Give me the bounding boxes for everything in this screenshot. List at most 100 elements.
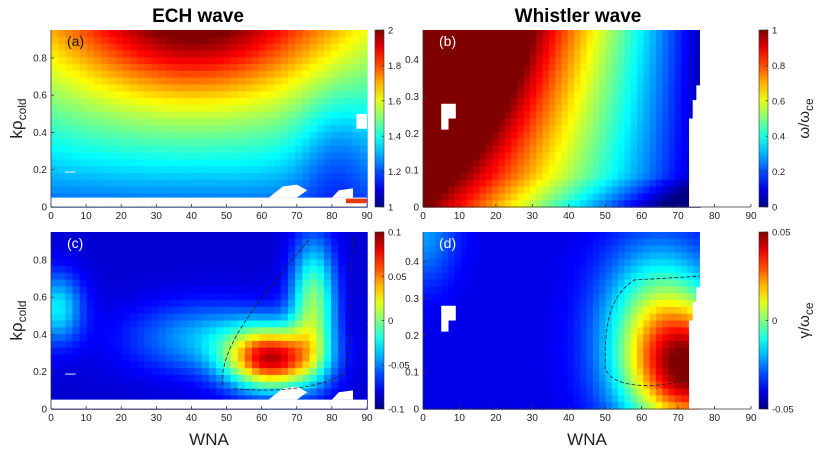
heatmap-cell <box>180 252 189 260</box>
heatmap-cell <box>504 340 512 349</box>
heatmap-cell <box>662 70 670 79</box>
heatmap-cell <box>122 293 131 301</box>
heatmap-cell <box>536 77 544 86</box>
heatmap-cell <box>280 232 289 240</box>
heatmap-cell <box>316 98 325 106</box>
heatmap-cell <box>574 272 582 281</box>
heatmap-cell <box>237 64 246 72</box>
heatmap-cell <box>209 91 217 99</box>
heatmap-cell <box>194 306 203 315</box>
heatmap-cell <box>479 159 487 167</box>
heatmap-cell <box>237 238 246 247</box>
heatmap-cell <box>151 232 160 240</box>
heatmap-cell <box>72 57 81 65</box>
heatmap-cell <box>630 272 638 281</box>
heatmap-cell <box>187 306 196 315</box>
heatmap-cell <box>173 320 181 329</box>
colorbar-tick-label: 0.05 <box>388 272 407 283</box>
heatmap-cell <box>338 125 347 133</box>
heatmap-cell <box>259 381 268 390</box>
heatmap-cell <box>259 238 268 247</box>
heatmap-cell <box>523 70 531 79</box>
heatmap-cell <box>230 36 239 45</box>
heatmap-cell <box>624 340 632 349</box>
heatmap-cell <box>201 368 210 376</box>
heatmap-cell <box>511 43 519 52</box>
heatmap-cell <box>359 259 368 267</box>
heatmap-cell <box>574 125 582 133</box>
heatmap-cell <box>662 313 670 322</box>
heatmap-cell <box>94 293 102 301</box>
heatmap-cell <box>244 327 253 335</box>
heatmap-cell <box>511 193 519 201</box>
heatmap-cell <box>637 84 645 92</box>
heatmap-cell <box>498 64 506 72</box>
heatmap-cell <box>108 98 117 106</box>
heatmap-cell <box>693 252 701 260</box>
heatmap-cell <box>624 374 632 383</box>
heatmap-cell <box>266 334 275 342</box>
heatmap-cell <box>323 252 332 260</box>
heatmap-cell <box>94 259 102 267</box>
heatmap-cell <box>94 334 102 342</box>
heatmap-cell <box>504 43 512 52</box>
heatmap-cell <box>58 172 67 181</box>
heatmap-cell <box>223 172 232 181</box>
heatmap-cell <box>323 118 332 127</box>
heatmap-cell <box>273 111 282 120</box>
heatmap-cell <box>511 381 519 390</box>
heatmap-cell <box>331 347 339 356</box>
heatmap-cell <box>316 388 325 397</box>
heatmap-cell <box>435 77 443 86</box>
heatmap-cell <box>252 368 260 376</box>
heatmap-cell <box>423 381 430 390</box>
heatmap-cell <box>352 36 361 45</box>
heatmap-cell <box>187 300 196 308</box>
heatmap-cell <box>460 306 468 315</box>
heatmap-cell <box>331 159 339 167</box>
heatmap-cell <box>693 259 701 267</box>
heatmap-cell <box>548 200 556 208</box>
no-solution-region <box>441 305 456 332</box>
heatmap-cell <box>567 125 575 133</box>
heatmap-cell <box>266 266 275 274</box>
heatmap-cell <box>223 166 232 174</box>
heatmap-cell <box>223 91 232 99</box>
heatmap-cell <box>681 172 689 181</box>
heatmap-cell <box>473 313 481 322</box>
heatmap-cell <box>479 381 487 390</box>
heatmap-cell <box>288 381 296 390</box>
heatmap-cell <box>548 381 556 390</box>
heatmap-cell <box>359 347 368 356</box>
heatmap-cell <box>65 340 74 349</box>
heatmap-cell <box>637 347 645 356</box>
heatmap-cell <box>273 388 282 397</box>
heatmap-cell <box>655 50 663 58</box>
heatmap-cell <box>194 77 203 86</box>
heatmap-cell <box>668 402 676 410</box>
heatmap-cell <box>94 91 102 99</box>
heatmap-cell <box>592 402 600 410</box>
heatmap-cell <box>643 166 651 174</box>
heatmap-cell <box>316 374 325 383</box>
heatmap-cell <box>429 30 437 38</box>
heatmap-cell <box>266 152 275 161</box>
heatmap-cell <box>687 98 695 106</box>
heatmap-cell <box>561 91 569 99</box>
heatmap-cell <box>693 232 701 240</box>
heatmap-cell <box>180 347 189 356</box>
heatmap-cell <box>137 118 146 127</box>
heatmap-cell <box>485 166 493 174</box>
heatmap-cell <box>244 172 253 181</box>
heatmap-cell <box>194 30 203 38</box>
heatmap-cell <box>237 232 246 240</box>
heatmap-cell <box>511 245 519 254</box>
heatmap-cell <box>316 354 325 363</box>
heatmap-cell <box>115 238 124 247</box>
heatmap-cell <box>542 272 550 281</box>
heatmap-cell <box>605 104 613 113</box>
heatmap-cell <box>309 186 318 195</box>
heatmap-cell <box>637 166 645 174</box>
heatmap-cell <box>359 50 368 58</box>
heatmap-cell <box>681 193 689 201</box>
